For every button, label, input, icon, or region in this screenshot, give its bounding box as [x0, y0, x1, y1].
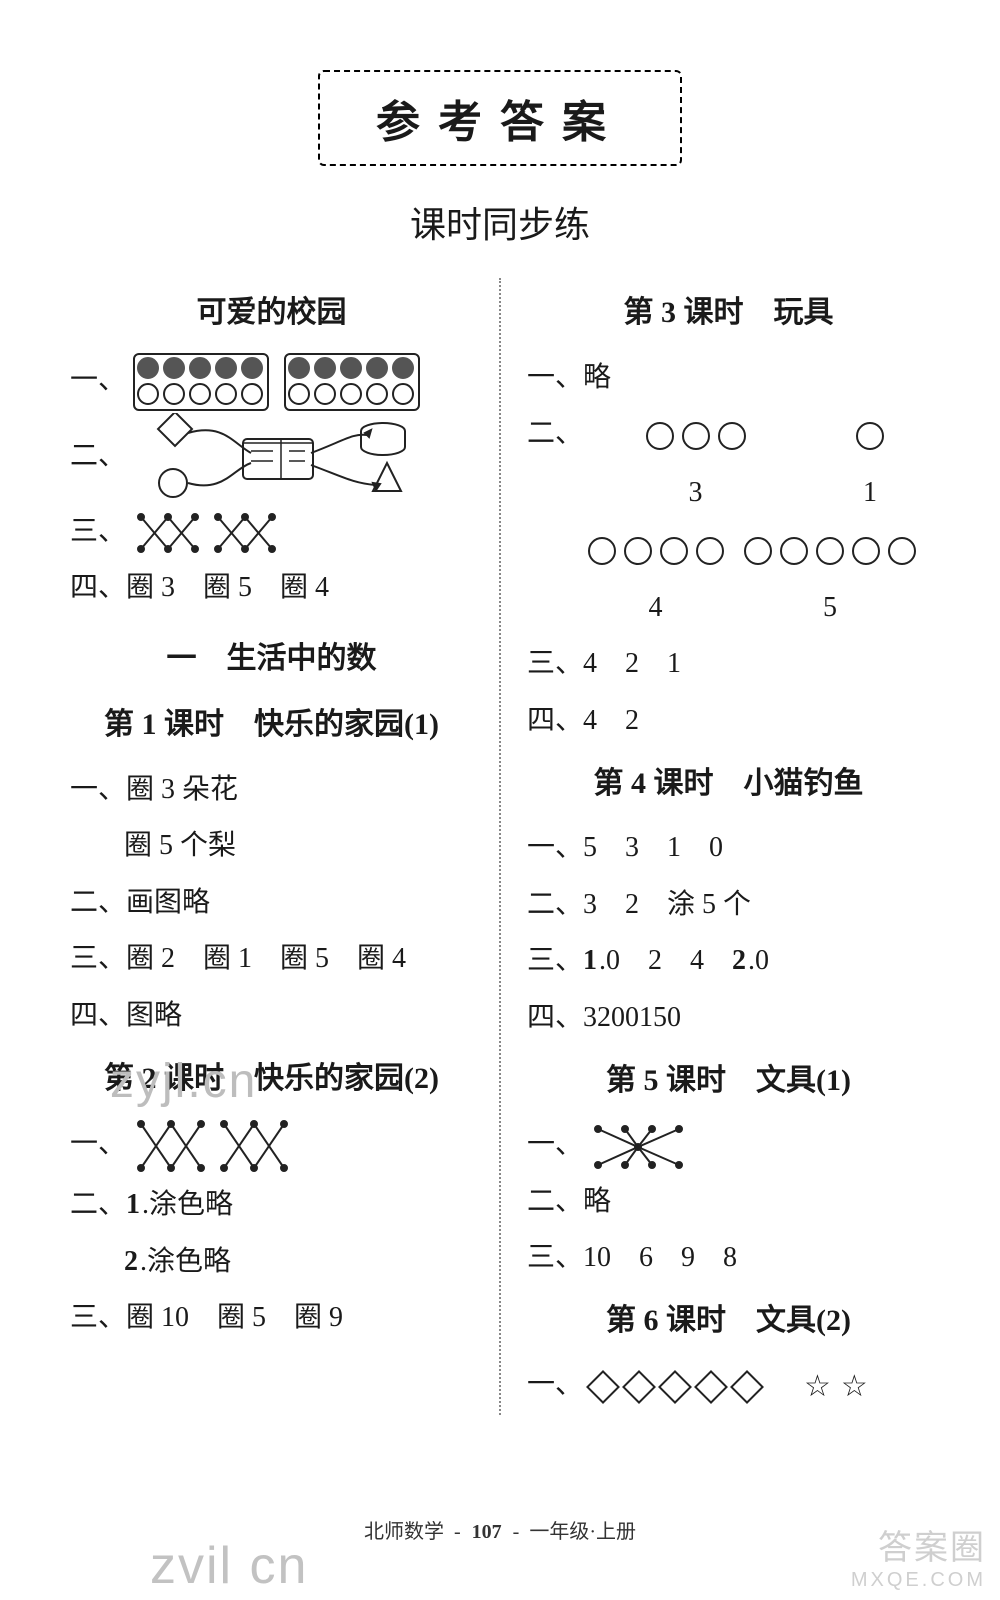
l5-q1: 一、 — [527, 1118, 930, 1173]
left-q4: 四、圈 3 圈 5 圈 4 — [70, 561, 473, 616]
footer: 北师数学 - 107 - 一年级·上册 — [0, 1515, 1000, 1544]
lesson5-title: 第 5 课时 文具(1) — [527, 1052, 930, 1111]
l5-q2: 二、略 — [527, 1175, 930, 1230]
l2-q2-1: 二、1.涂色略 — [70, 1178, 473, 1233]
l5-q1-label: 一、 — [527, 1129, 583, 1160]
l3-q2-row2: 4 5 — [527, 522, 930, 635]
l4-q3: 三、1.0 2 4 2.0 — [527, 934, 930, 989]
footer-page: 107 — [472, 1521, 502, 1543]
diamond-row — [590, 1375, 760, 1399]
unit-title: 一 生活中的数 — [70, 630, 473, 689]
cross-pattern-2 — [210, 509, 280, 557]
l2-q2-2-text: .涂色略 — [140, 1246, 231, 1277]
l4-q3-2t: .0 — [748, 945, 769, 976]
shapes-diagram — [133, 413, 413, 503]
footer-left: 北师数学 — [364, 1521, 444, 1543]
circle-group-5: 5 — [730, 522, 930, 635]
l1-q1: 一、圈 3 朵花 — [70, 763, 473, 818]
star-row: ☆☆ — [804, 1372, 868, 1402]
cross-pattern-1 — [133, 509, 203, 557]
l1-q4: 四、图略 — [70, 989, 473, 1044]
left-q3: 三、 — [70, 505, 473, 560]
q2-label: 二、 — [70, 440, 126, 471]
l4-q1: 一、5 3 1 0 — [527, 821, 930, 876]
l1-q2: 二、画图略 — [70, 876, 473, 931]
cg0-num: 3 — [581, 466, 810, 521]
l3-q1: 一、略 — [527, 351, 930, 406]
lesson6-title: 第 6 课时 文具(2) — [527, 1292, 930, 1351]
q3-label: 三、 — [70, 516, 126, 547]
l4-q4: 四、3200150 — [527, 991, 930, 1046]
l2-q2-2-num: 2 — [124, 1246, 138, 1277]
l4-q3-1n: 1 — [583, 945, 597, 976]
l2-q2-prefix: 二、 — [70, 1189, 126, 1220]
l2-q2-1-num: 1 — [126, 1189, 140, 1220]
wm-r2: MXQE.COM — [851, 1569, 986, 1592]
page-title: 参考答案 — [376, 98, 624, 147]
lesson1-title: 第 1 课时 快乐的家园(1) — [70, 696, 473, 755]
l3-q2-label: 二、 — [527, 407, 581, 462]
l3-q2-row1: 二、 3 1 — [527, 407, 930, 520]
l2-q2-1-text: .涂色略 — [142, 1189, 233, 1220]
tenbox-2 — [284, 353, 420, 411]
lesson2-title: 第 2 课时 快乐的家园(2) — [70, 1050, 473, 1109]
lesson3-title: 第 3 课时 玩具 — [527, 284, 930, 343]
circle-group-1: 1 — [810, 407, 930, 520]
l4-q3-2n: 2 — [732, 945, 746, 976]
circle-group-4: 4 — [581, 522, 730, 635]
column-divider — [499, 278, 501, 1415]
page: 参考答案 课时同步练 可爱的校园 一、 二、 — [0, 0, 1000, 1600]
l3-q3: 三、4 2 1 — [527, 637, 930, 692]
l3-q4: 四、4 2 — [527, 694, 930, 749]
circle-group-3: 3 — [581, 407, 810, 520]
right-column: 第 3 课时 玩具 一、略 二、 3 1 4 — [527, 278, 930, 1415]
footer-right: 一年级·上册 — [529, 1521, 636, 1543]
title-box: 参考答案 — [318, 70, 682, 166]
left-column: 可爱的校园 一、 二、 — [70, 278, 473, 1415]
section-title: 可爱的校园 — [70, 284, 473, 343]
l1-q3: 三、圈 2 圈 1 圈 5 圈 4 — [70, 932, 473, 987]
left-q1: 一、 — [70, 353, 473, 411]
content-columns: 可爱的校园 一、 二、 — [70, 278, 930, 1415]
subtitle: 课时同步练 — [70, 196, 930, 248]
l2-q1-label: 一、 — [70, 1129, 126, 1160]
tenbox-1 — [133, 353, 269, 411]
l6-q1-label: 一、 — [527, 1369, 583, 1400]
watermark-2: zvil cn — [150, 1536, 308, 1596]
lesson4-title: 第 4 课时 小猫钓鱼 — [527, 755, 930, 814]
cg3-num: 5 — [730, 581, 930, 636]
q1-label: 一、 — [70, 364, 126, 395]
l1-q1b: 圈 5 个梨 — [70, 819, 473, 874]
l6-q1: 一、 ☆☆ — [527, 1358, 930, 1413]
left-q2: 二、 — [70, 413, 473, 503]
cross-pattern-4 — [216, 1116, 292, 1176]
cg2-num: 4 — [581, 581, 730, 636]
l4-q3-prefix: 三、 — [527, 945, 583, 976]
l2-q1: 一、 — [70, 1116, 473, 1176]
star-lines — [590, 1121, 700, 1173]
cross-pattern-3 — [133, 1116, 209, 1176]
l2-q2-2: 2.涂色略 — [70, 1235, 473, 1290]
l4-q3-1t: .0 2 4 — [599, 945, 732, 976]
l5-q3: 三、10 6 9 8 — [527, 1231, 930, 1286]
l4-q2: 二、3 2 涂 5 个 — [527, 878, 930, 933]
l2-q3: 三、圈 10 圈 5 圈 9 — [70, 1291, 473, 1346]
cg1-num: 1 — [810, 466, 930, 521]
